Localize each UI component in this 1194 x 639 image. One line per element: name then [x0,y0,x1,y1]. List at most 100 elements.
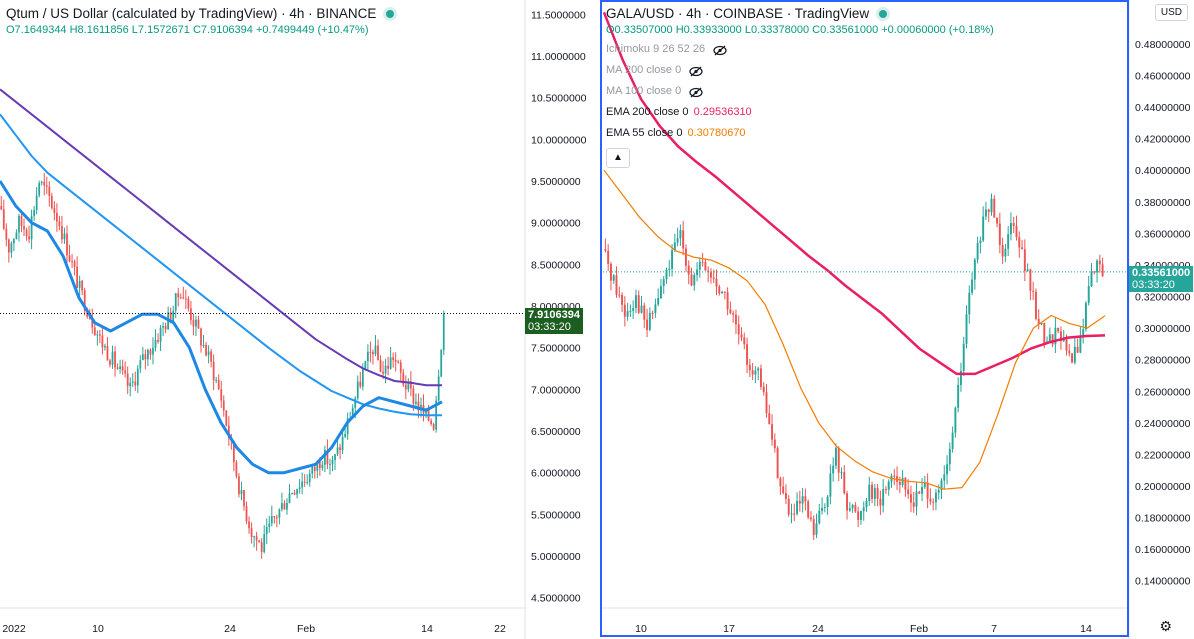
eye-off-icon[interactable] [713,45,727,55]
candle-body [407,381,410,390]
candle-body [20,215,23,227]
candle-body [283,503,286,510]
candle-body [404,384,407,390]
candle-body [948,448,951,465]
candle-body [1057,327,1060,332]
candle-body [693,274,696,286]
candle-body [387,365,389,369]
candle-body [673,242,676,251]
candle-body [245,506,248,522]
qtum-chart-pane[interactable]: 11.5000000 11.0000000 10.5000000 10.0000000… [0,0,598,639]
candle-body [430,420,432,424]
candle-body [58,221,61,227]
candle-body [621,294,624,305]
gala-symbol-title[interactable]: GALA/USD · 4h · COINBASE · TradingView [606,6,870,21]
eye-off-icon[interactable] [689,87,703,97]
candle-body [626,311,629,317]
currency-button[interactable]: USD [1154,4,1188,21]
candle-body [698,261,701,270]
gala-chart-pane[interactable]: 0.48000000 0.46000000 0.44000000 0.42000000… [600,0,1194,639]
candle-body [793,513,796,515]
y-tick-label: 0.14000000 [1135,576,1191,588]
candle-body [104,346,106,348]
market-open-dot-icon [879,10,888,19]
candle-body [934,492,937,503]
candle-body [973,259,976,280]
candle-body [361,369,364,387]
x-tick-label: 10 [92,623,104,635]
y-tick-label: 9.0000000 [531,218,581,230]
candle-body [281,503,283,510]
gear-icon[interactable]: ⚙ [1159,618,1172,634]
candle-body [812,519,815,535]
candle-body [374,345,377,355]
candle-body [665,270,668,280]
collapse-legend-button[interactable]: ▲ [606,148,630,168]
candle-body [394,360,397,362]
indicator-line [0,180,443,475]
candle-body [668,268,671,271]
candle-body [311,466,314,474]
candle-body [829,473,832,497]
qtum-symbol-title[interactable]: Qtum / US Dollar (calculated by TradingV… [6,6,377,21]
indicator-legend-list: Ichimoku 9 26 52 26 MA 200 close 0 MA 100 … [606,39,994,144]
candle-body [1015,225,1018,238]
candle-body [291,492,293,494]
candle-body [840,472,843,474]
candle-body [1037,318,1040,325]
candle-body [359,381,362,387]
candle-body [331,460,334,465]
indicator-row[interactable]: EMA 200 close 0 0.29536310 [606,102,994,123]
qtum-chart-canvas[interactable]: 11.5000000 11.0000000 10.5000000 10.0000000… [0,0,598,639]
candle-body [182,297,185,299]
candle-body [260,542,263,553]
y-tick-label: 0.46000000 [1135,70,1191,82]
indicator-row[interactable]: MA 200 close 0 [606,60,994,81]
candle-body [45,185,48,187]
x-tick-label: 24 [224,623,236,635]
candle-body [709,272,712,278]
candle-body [882,489,885,506]
candle-body [712,277,715,279]
candle-body [876,488,879,499]
candle-body [306,482,309,484]
candle-body [5,228,8,240]
candle-body [144,354,147,360]
candle-body [147,349,149,360]
y-tick-label: 0.44000000 [1135,102,1191,114]
candle-body [225,410,228,426]
candle-body [73,261,76,267]
candle-body [326,449,329,465]
y-tick-label: 5.0000000 [531,551,581,563]
indicator-row[interactable]: MA 100 close 0 [606,81,994,102]
indicator-row[interactable]: EMA 55 close 0 0.30780670 [606,123,994,144]
candle-body [25,229,28,237]
candle-body [76,266,79,288]
indicator-value: 0.30780670 [687,127,746,139]
candle-body [807,501,810,518]
candle-body [440,350,443,377]
candle-body [1090,271,1093,287]
eye-off-icon[interactable] [689,66,703,76]
candle-body [1054,327,1057,345]
candle-body [971,279,974,293]
x-tick-label: 10 [635,623,647,635]
candle-body [659,286,662,299]
candle-body [356,381,359,399]
candle-body [286,502,288,510]
candle-body [184,298,187,300]
y-tick-label: 4.5000000 [531,593,581,605]
gala-chart-canvas[interactable]: 0.48000000 0.46000000 0.44000000 0.42000000… [600,0,1194,639]
candle-body [30,216,33,240]
candle-body [612,275,615,281]
candle-body [618,294,621,296]
candle-body [1004,248,1007,257]
candle-body [192,320,195,327]
candle-body [857,511,860,520]
indicator-row[interactable]: Ichimoku 9 26 52 26 [606,39,994,60]
candle-body [782,486,785,494]
candle-body [116,367,119,369]
candle-body [61,226,63,240]
candle-body [823,507,826,509]
candle-body [273,516,276,518]
